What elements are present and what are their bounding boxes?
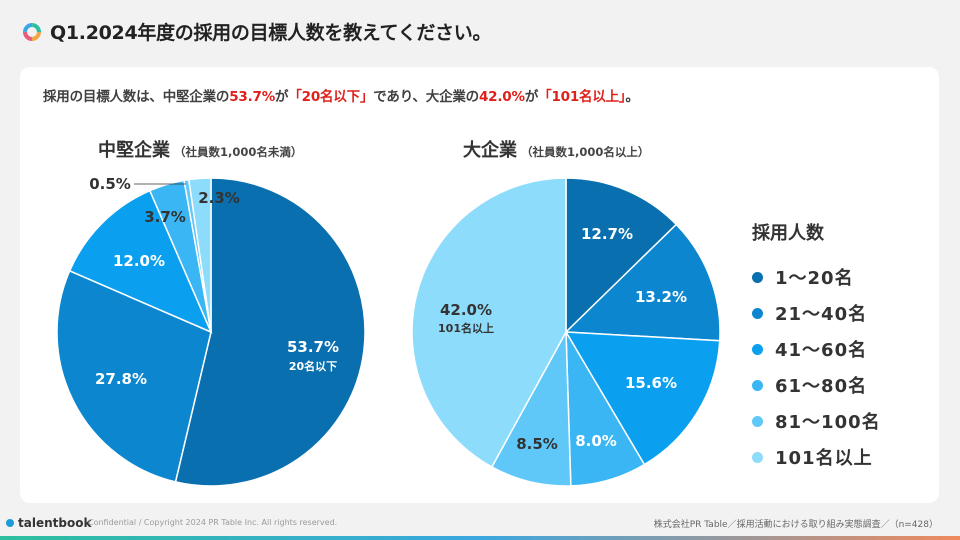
data-label: 13.2% — [635, 288, 687, 306]
summary-highlight-mid: 「20名以下」 — [288, 89, 374, 105]
pie-slice — [564, 223, 721, 342]
footer-copyright: Confidential / Copyright 2024 PR Table I… — [88, 518, 338, 527]
legend-label: 101名以上 — [775, 448, 873, 469]
brand-name: talentbook — [18, 516, 92, 530]
footer-source: 株式会社PR Table／採用活動における取り組み実態調査／（n=428） — [653, 520, 938, 530]
summary-part2: が — [275, 89, 289, 105]
legend-label: 21～40名 — [775, 304, 868, 325]
legend-item: 81～100名 — [752, 403, 881, 439]
large-pie-chart: 12.7% 13.2% 15.6% 8.0% 8.5% 42.0% 101名以上 — [411, 177, 721, 487]
question-title: Q1.2024年度の採用の目標人数を教えてください。 — [22, 18, 491, 45]
question-text: Q1.2024年度の採用の目標人数を教えてください。 — [50, 22, 492, 44]
annotation-label: 20名以下 — [289, 359, 337, 373]
legend-title: 採用人数 — [752, 223, 824, 244]
data-label: 27.8% — [95, 370, 147, 388]
data-label: 12.0% — [113, 252, 165, 270]
legend-dot-icon — [752, 307, 763, 319]
legend-label: 41～60名 — [775, 340, 868, 361]
legend-item: 41～60名 — [752, 331, 881, 367]
pie-slice — [174, 177, 366, 487]
legend-item: 21～40名 — [752, 295, 881, 331]
data-label: 53.7% — [287, 338, 339, 356]
legend-dot-icon — [752, 343, 763, 355]
data-label: 2.3% — [198, 189, 240, 207]
pie-slice — [411, 177, 567, 468]
mid-chart-heading: 中堅企業 （社員数1,000名未満） — [98, 136, 302, 162]
summary-part3: であり、大企業の — [373, 89, 479, 105]
summary-part4: が — [524, 89, 539, 105]
pie-slice — [56, 269, 212, 483]
legend-item: 61～80名 — [752, 367, 881, 403]
data-label: 12.7% — [581, 225, 633, 243]
legend-dot-icon — [752, 451, 763, 463]
data-label: 0.5% — [89, 175, 131, 193]
legend-item: 101名以上 — [752, 439, 881, 475]
data-label: 8.0% — [575, 432, 617, 450]
legend-label: 61～80名 — [775, 376, 868, 397]
large-chart-heading: 大企業 （社員数1,000名以上） — [463, 136, 649, 162]
mid-chart-title: 中堅企業 — [98, 140, 170, 161]
annotation-label: 101名以上 — [438, 321, 494, 335]
pie-slice — [68, 189, 213, 334]
pie-slice — [187, 177, 212, 333]
summary-pct-large: 42.0% — [478, 89, 525, 105]
legend-dot-icon — [752, 379, 763, 391]
legend-label: 1～20名 — [775, 268, 854, 289]
brand-dot-icon — [6, 519, 14, 527]
summary-text: 採用の目標人数は、中堅企業の53.7%が「20名以下」であり、大企業の42.0%… — [43, 85, 639, 105]
summary-highlight-large: 「101名以上」 — [538, 89, 626, 105]
bottom-gradient-bar — [0, 536, 960, 540]
data-label: 8.5% — [516, 435, 558, 453]
legend-label: 81～100名 — [775, 412, 881, 433]
large-chart-subtitle: （社員数1,000名以上） — [521, 145, 650, 159]
data-label: 42.0% — [440, 301, 492, 319]
mid-chart-subtitle: （社員数1,000名未満） — [174, 145, 303, 159]
footer-brand: talentbook — [6, 516, 91, 530]
pie-slice — [565, 177, 678, 334]
mid-pie-chart: 53.7% 27.8% 12.0% 3.7% 0.5% 2.3% 20名以下 — [56, 175, 366, 487]
data-label: 15.6% — [625, 374, 677, 392]
summary-pct-mid: 53.7% — [229, 89, 276, 105]
pie-slice — [564, 331, 721, 466]
ring-logo-icon — [23, 22, 41, 41]
legend: 採用人数 1～20名 21～40名 41～60名 61～80名 81～100名 … — [752, 219, 881, 475]
legend-item: 1～20名 — [752, 259, 881, 295]
summary-part5: 。 — [625, 89, 639, 105]
summary-part1: 採用の目標人数は、中堅企業の — [43, 89, 230, 105]
legend-dot-icon — [752, 271, 763, 283]
large-chart-title: 大企業 — [463, 140, 517, 161]
legend-dot-icon — [752, 415, 763, 427]
data-label: 3.7% — [144, 208, 186, 226]
